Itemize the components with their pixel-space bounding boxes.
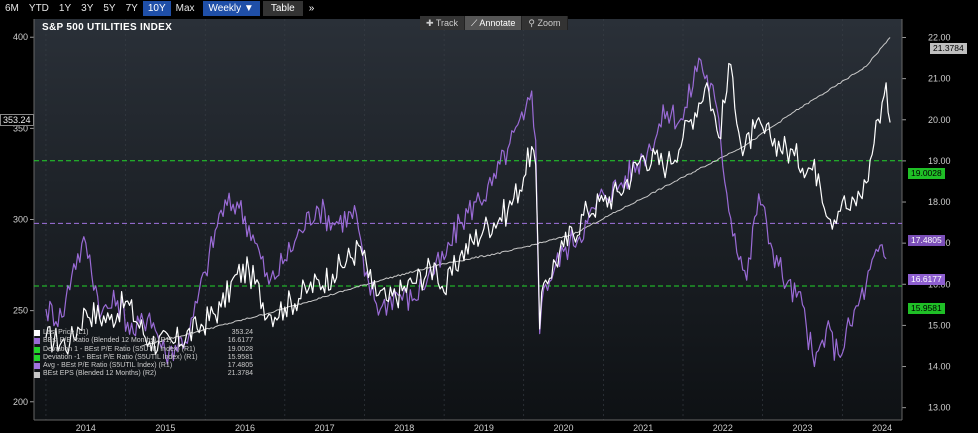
plot-background xyxy=(34,19,902,420)
right-tick-label: 14.00 xyxy=(928,362,951,372)
period-10y-button[interactable]: 10Y xyxy=(142,1,171,16)
period-1y-button[interactable]: 1Y xyxy=(58,3,72,14)
pe-series-line xyxy=(45,57,887,368)
x-tick-label: 2020 xyxy=(554,423,574,433)
period-3y-button[interactable]: 3Y xyxy=(81,3,94,14)
legend-swatch xyxy=(34,330,40,337)
x-tick-label: 2015 xyxy=(155,423,175,433)
legend-item: Deviation -1 - BEst P/E Ratio (S5UTIL In… xyxy=(34,354,253,362)
legend-swatch xyxy=(34,355,40,362)
zoom-tool[interactable]: ⚲ Zoom xyxy=(522,16,568,30)
chart-canvas[interactable]: 2014 2015 2016 2017 2018 2019 2020 2021 2022 2023… xyxy=(0,17,978,433)
right-tick-label: 18.00 xyxy=(928,197,951,207)
left-tick-label: 300 xyxy=(13,215,28,225)
period-7y-button[interactable]: 7Y xyxy=(125,3,138,14)
legend-swatch xyxy=(34,363,40,370)
pe-value-badge: 16.6177 xyxy=(908,274,945,285)
right-tick-label: 21.00 xyxy=(928,74,951,84)
period-5y-button[interactable]: 5Y xyxy=(103,3,116,14)
legend-value: 21.3784 xyxy=(227,370,253,378)
left-tick-label: 400 xyxy=(13,32,28,42)
legend-swatch xyxy=(34,346,40,353)
x-tick-label: 2016 xyxy=(235,423,255,433)
chart-legend: Last Price (L1) 353.24 BEst P/E Ratio (Bl… xyxy=(34,329,253,379)
period-max-button[interactable]: Max xyxy=(175,3,195,14)
right-tick-label: 13.00 xyxy=(928,403,951,413)
dev-minus-badge: 15.9581 xyxy=(908,303,945,314)
period-ytd-button[interactable]: YTD xyxy=(28,3,49,14)
legend-value: 16.6177 xyxy=(227,337,253,345)
legend-label: BEst EPS (Blended 12 Months) (R2) xyxy=(43,370,157,378)
x-tick-label: 2017 xyxy=(315,423,335,433)
period-6m-button[interactable]: 6M xyxy=(5,3,19,14)
annotate-tool[interactable]: ⟋ Annotate xyxy=(465,16,523,30)
legend-swatch xyxy=(34,371,40,378)
right-tick-label: 22.00 xyxy=(928,33,951,43)
left-tick-label: 350 xyxy=(13,123,28,133)
right-tick-label: 20.00 xyxy=(928,115,951,125)
dev-plus-badge: 19.0028 xyxy=(908,168,945,179)
avg-badge: 17.4805 xyxy=(908,235,945,246)
legend-label: Last Price (L1) xyxy=(43,329,89,336)
legend-swatch xyxy=(34,338,40,345)
period-toolbar: 6M YTD 1Y 3Y 5Y 7Y 10Y Max Weekly ▼ Tabl… xyxy=(0,0,978,17)
x-tick-label: 2014 xyxy=(76,423,96,433)
x-tick-label: 2024 xyxy=(872,423,892,433)
chart-tools: ✚ Track ⟋ Annotate ⚲ Zoom xyxy=(420,16,568,30)
legend-item: BEst P/E Ratio (Blended 12 Months) (R1) 1… xyxy=(34,337,253,345)
x-tick-label: 2022 xyxy=(713,423,733,433)
legend-value: 15.9581 xyxy=(227,353,253,361)
x-tick-label: 2023 xyxy=(792,423,812,433)
x-tick-label: 2019 xyxy=(474,423,494,433)
legend-value: 17.4805 xyxy=(227,362,253,370)
legend-item: Avg - BEst P/E Ratio (S5UTIL Index) (R1)… xyxy=(34,362,253,370)
x-tick-label: 2018 xyxy=(394,423,414,433)
track-tool[interactable]: ✚ Track xyxy=(420,16,466,30)
left-tick-label: 200 xyxy=(13,397,28,407)
price-series-line xyxy=(45,62,891,355)
chart-title: S&P 500 UTILITIES INDEX xyxy=(42,22,173,33)
legend-value: 353.24 xyxy=(231,329,253,336)
left-tick-label: 250 xyxy=(13,306,28,316)
legend-item: Last Price (L1) 353.24 xyxy=(34,329,253,337)
eps-value-badge: 21.3784 xyxy=(930,43,967,54)
more-button[interactable]: » xyxy=(308,3,315,14)
table-button[interactable]: Table xyxy=(262,1,303,16)
legend-value: 19.0028 xyxy=(227,345,253,353)
current-price-label: 353.24 xyxy=(0,114,34,126)
legend-item: BEst EPS (Blended 12 Months) (R2) 21.3784 xyxy=(34,370,253,378)
legend-label: Deviation -1 - BEst P/E Ratio (S5UTIL In… xyxy=(43,353,198,361)
x-tick-label: 2021 xyxy=(633,423,653,433)
right-tick-label: 19.00 xyxy=(928,156,951,166)
right-tick-label: 15.00 xyxy=(928,320,951,330)
legend-label: BEst P/E Ratio (Blended 12 Months) (R1) xyxy=(43,337,172,345)
frequency-dropdown[interactable]: Weekly ▼ xyxy=(202,1,260,16)
legend-label: Deviation 1 - BEst P/E Ratio (S5UTIL Ind… xyxy=(43,345,196,353)
legend-item: Deviation 1 - BEst P/E Ratio (S5UTIL Ind… xyxy=(34,346,253,354)
legend-label: Avg - BEst P/E Ratio (S5UTIL Index) (R1) xyxy=(43,362,173,370)
